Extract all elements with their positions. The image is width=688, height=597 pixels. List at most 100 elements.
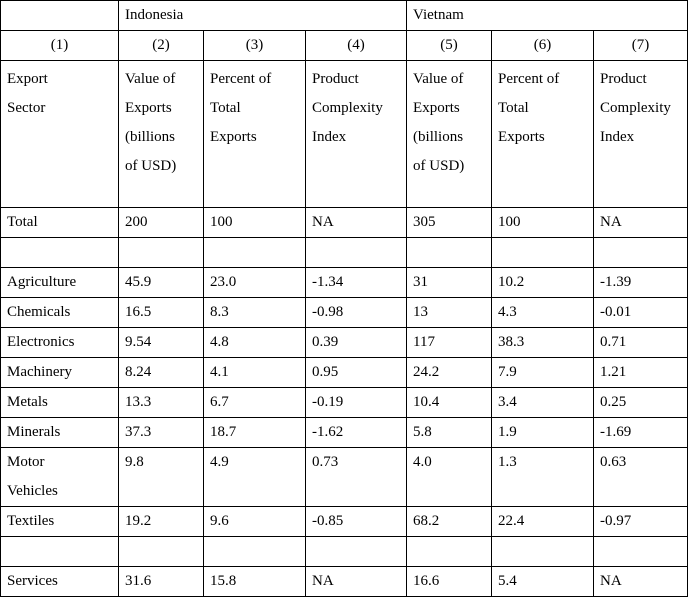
column-header-line: Percent of (498, 71, 560, 87)
value-cell: 100 (491, 207, 595, 238)
value-cell: 0.71 (593, 327, 688, 358)
empty-cell (118, 237, 204, 268)
value-cell: 1.21 (593, 357, 688, 388)
column-header-line: Total (210, 100, 241, 116)
value-cell: 15.8 (203, 566, 306, 597)
column-header-cell: Percent of Total Exports (491, 60, 595, 208)
row-label-cell: Minerals (0, 417, 119, 448)
empty-cell (593, 237, 688, 268)
empty-cell (491, 237, 595, 268)
column-header-line: Export (7, 71, 48, 87)
sector-row: Electronics 9.54 4.8 0.39 117 38.3 0.71 (0, 327, 688, 358)
empty-cell (0, 237, 119, 268)
row-label-cell: Machinery (0, 357, 119, 388)
sector-row: Chemicals 16.5 8.3 -0.98 13 4.3 -0.01 (0, 297, 688, 328)
empty-cell (0, 536, 119, 567)
value-cell: 8.24 (118, 357, 204, 388)
value-cell: 200 (118, 207, 204, 238)
value-cell: 16.5 (118, 297, 204, 328)
value-cell: 8.3 (203, 297, 306, 328)
column-header-line: Exports (125, 100, 172, 116)
value-cell: 100 (203, 207, 306, 238)
value-cell: 4.9 (203, 447, 306, 507)
value-cell: 19.2 (118, 506, 204, 537)
value-cell: -0.19 (304, 387, 408, 418)
column-header-cell: Export Sector (0, 60, 119, 208)
column-header-line: Sector (7, 100, 46, 116)
value-cell: 4.3 (491, 297, 595, 328)
empty-cell (203, 237, 306, 268)
row-label-cell: Agriculture (0, 267, 119, 298)
column-header-line: Exports (413, 100, 460, 116)
value-cell: 45.9 (118, 267, 204, 298)
column-number-cell: (6) (491, 30, 595, 61)
value-cell: 37.3 (118, 417, 204, 448)
empty-cell (203, 536, 306, 567)
value-cell: 3.4 (491, 387, 595, 418)
total-row: Total 200 100 NA 305 100 NA (0, 207, 688, 238)
value-cell: 10.4 (406, 387, 493, 418)
value-cell: -1.69 (593, 417, 688, 448)
group-header-indonesia: Indonesia (117, 0, 408, 31)
column-number-cell: (2) (118, 30, 204, 61)
value-cell: 0.95 (304, 357, 408, 388)
spacer-row (0, 237, 688, 268)
value-cell: 9.8 (118, 447, 204, 507)
column-number-cell: (7) (593, 30, 688, 61)
value-cell: 0.73 (304, 447, 408, 507)
value-cell: -1.34 (304, 267, 408, 298)
empty-cell (406, 237, 493, 268)
column-header-line: of USD) (125, 158, 177, 174)
value-cell: 5.8 (406, 417, 493, 448)
column-header-line: Exports (498, 129, 545, 145)
column-header-cell: Product Complexity Index (593, 60, 688, 208)
value-cell: 305 (406, 207, 493, 238)
value-cell: 4.1 (203, 357, 306, 388)
value-cell: -0.97 (593, 506, 688, 537)
value-cell: 4.0 (406, 447, 493, 507)
value-cell: 10.2 (491, 267, 595, 298)
column-header-line: of USD) (413, 158, 465, 174)
column-header-line: Percent of (210, 71, 272, 87)
column-header-line: Product (312, 71, 359, 87)
column-header-line: (billions (125, 129, 176, 145)
value-cell: -1.62 (304, 417, 408, 448)
value-cell: -0.01 (593, 297, 688, 328)
column-header-cell: Product Complexity Index (304, 60, 408, 208)
empty-cell (593, 536, 688, 567)
value-cell: 4.8 (203, 327, 306, 358)
value-cell: 31.6 (118, 566, 204, 597)
value-cell: 117 (406, 327, 493, 358)
column-number-cell: (5) (406, 30, 493, 61)
value-cell: 31 (406, 267, 493, 298)
value-cell: 1.9 (491, 417, 595, 448)
row-label-cell: Total (0, 207, 119, 238)
value-cell: 0.63 (593, 447, 688, 507)
value-cell: NA (304, 207, 408, 238)
value-cell: 6.7 (203, 387, 306, 418)
value-cell: 13 (406, 297, 493, 328)
empty-cell (304, 237, 408, 268)
column-header-line: Value of (125, 71, 176, 87)
column-header-line: Complexity (600, 100, 671, 116)
column-header-cell: Value of Exports (billions of USD) (118, 60, 204, 208)
column-number-row: (1) (2) (3) (4) (5) (6) (7) (0, 30, 688, 61)
column-number-cell: (1) (0, 30, 119, 61)
blank-header-cell (0, 0, 119, 31)
value-cell: 38.3 (491, 327, 595, 358)
row-label-cell: Motor Vehicles (0, 447, 119, 507)
value-cell: 9.6 (203, 506, 306, 537)
column-header-line: Total (498, 100, 529, 116)
sector-row: Textiles 19.2 9.6 -0.85 68.2 22.4 -0.97 (0, 506, 688, 537)
sector-row: Machinery 8.24 4.1 0.95 24.2 7.9 1.21 (0, 357, 688, 388)
empty-cell (118, 536, 204, 567)
column-header-line: (billions (413, 129, 464, 145)
column-header-cell: Value of Exports (billions of USD) (406, 60, 493, 208)
row-label-cell: Electronics (0, 327, 119, 358)
value-cell: 68.2 (406, 506, 493, 537)
value-cell: 5.4 (491, 566, 595, 597)
sector-row: Minerals 37.3 18.7 -1.62 5.8 1.9 -1.69 (0, 417, 688, 448)
sector-row: Agriculture 45.9 23.0 -1.34 31 10.2 -1.39 (0, 267, 688, 298)
value-cell: 9.54 (118, 327, 204, 358)
